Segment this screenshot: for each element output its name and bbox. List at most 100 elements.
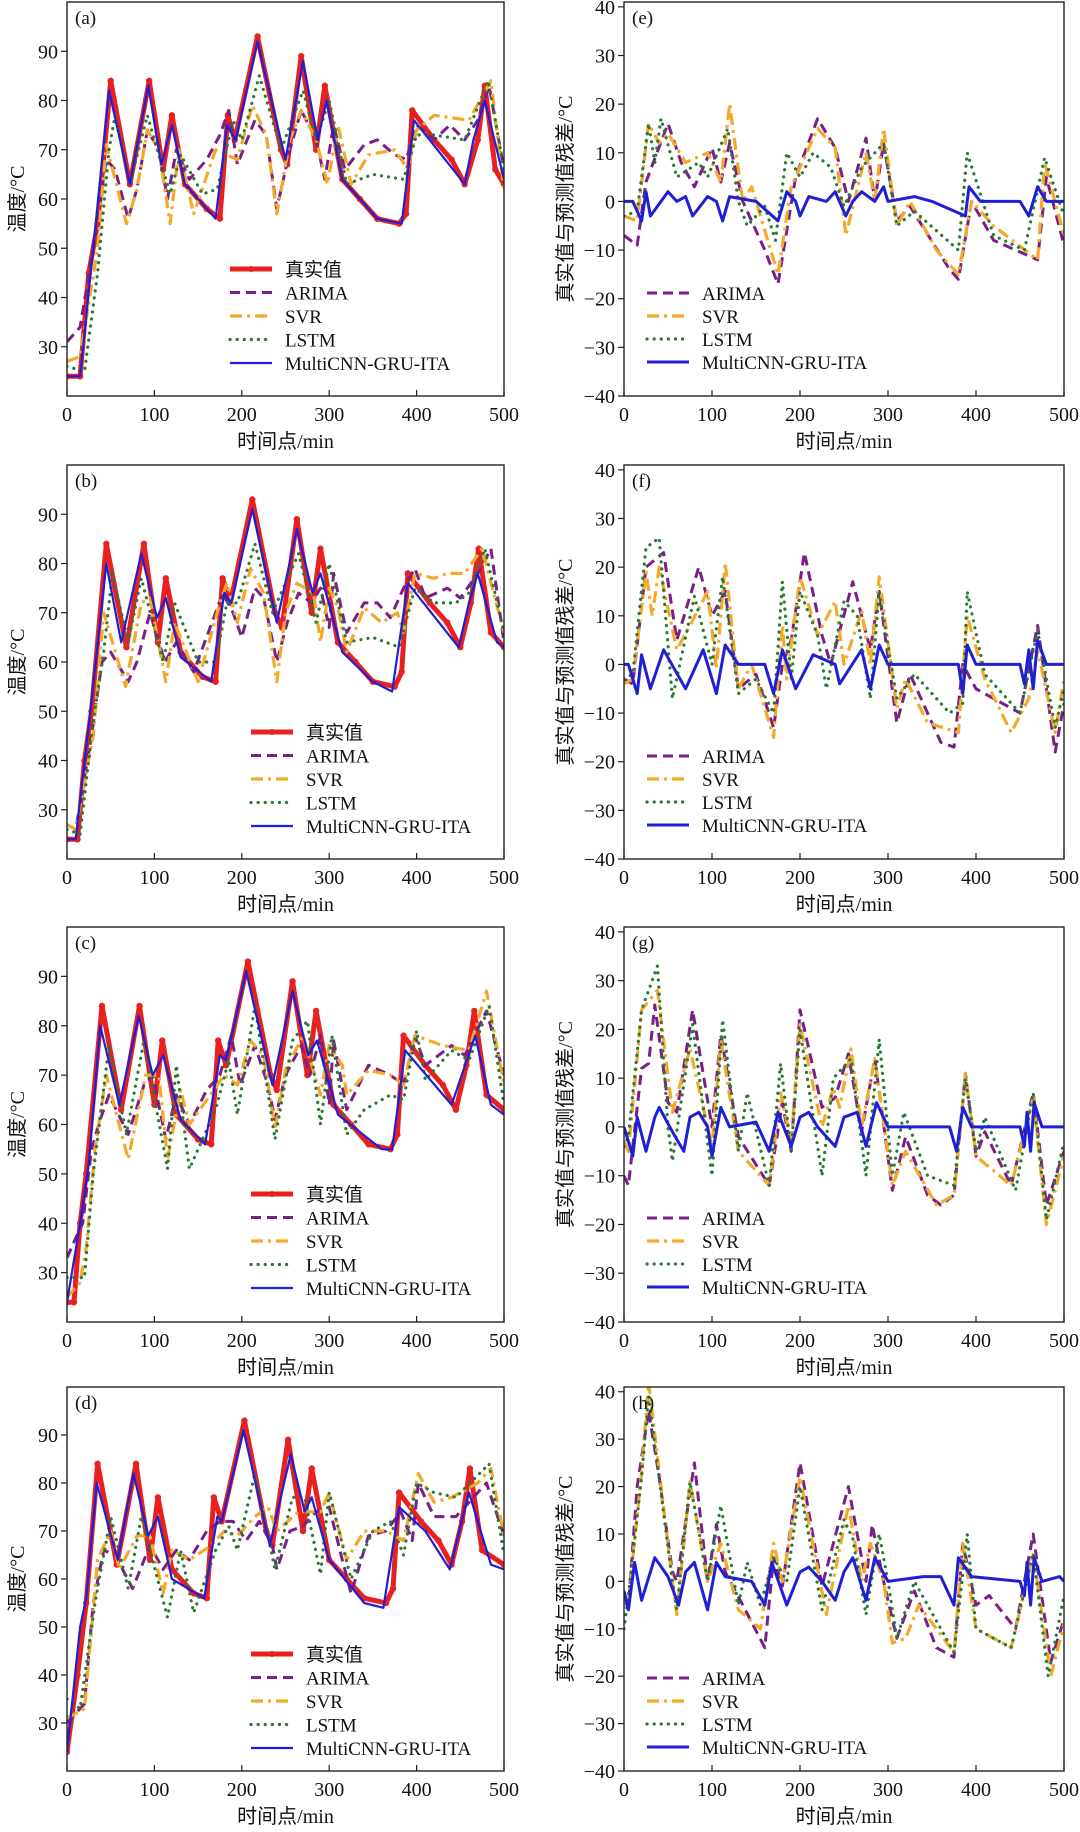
y-axis-label: 真实值与预测值残差/°C	[554, 96, 577, 303]
y-tick-label: 30	[38, 337, 58, 359]
x-tick-label: 500	[489, 1779, 519, 1801]
true-value-marker	[409, 107, 416, 114]
y-axis-label: 温度/°C	[6, 166, 29, 233]
x-tick-label: 300	[314, 867, 344, 889]
subplot-e: 0 100 200 300 400 500 −40 −30 −20 −10 0 10 20 30 40 (e)…	[554, 0, 1079, 453]
x-tick-label: 100	[139, 1779, 169, 1801]
y-tick-label: 30	[595, 971, 615, 993]
y-tick-label: 40	[38, 1665, 58, 1687]
true-value-marker	[216, 215, 224, 222]
x-tick-label: 0	[62, 404, 72, 426]
panel-label: (b)	[75, 471, 97, 492]
x-tick-label: 200	[227, 404, 257, 426]
true-value-marker	[400, 1032, 407, 1039]
y-tick-label: 0	[605, 654, 615, 676]
true-value-marker	[107, 77, 114, 85]
panel-label: (h)	[632, 1393, 654, 1414]
legend-label: MultiCNN-GRU-ITA	[702, 816, 868, 837]
legend-label: LSTM	[306, 1256, 357, 1277]
panel-label: (g)	[632, 933, 654, 954]
y-tick-label: −20	[584, 752, 615, 774]
series-line-MultiCNN-GRU-ITA	[67, 40, 504, 378]
subplot-a: 0 100 200 300 400 500 30 40 50 60 70 80 90 (a) 时间点/min…	[6, 1, 519, 453]
y-tick-label: −40	[584, 1312, 615, 1334]
series-line-SVR	[67, 989, 504, 1299]
true-value-marker	[140, 540, 148, 547]
x-tick-label: 200	[227, 1330, 257, 1352]
y-tick-label: 50	[38, 1164, 58, 1186]
y-tick-label: −20	[584, 1666, 615, 1688]
legend-label: LSTM	[306, 794, 357, 815]
true-value-marker	[435, 1537, 442, 1544]
y-tick-label: 0	[605, 1571, 615, 1593]
series-line-SVR	[624, 1387, 1064, 1678]
plot-frame	[623, 464, 1065, 860]
series-group	[624, 1387, 1064, 1678]
true-value-marker	[293, 515, 301, 523]
x-tick-label: 300	[314, 1779, 344, 1801]
x-tick-label: 400	[961, 1330, 991, 1352]
subplot-b: 0 100 200 300 400 500 30 40 50 60 70 80 90 (b) 时间点/min…	[6, 464, 519, 916]
y-tick-label: 10	[595, 143, 615, 165]
x-tick-label: 0	[619, 1779, 629, 1801]
series-line-MultiCNN-GRU-ITA	[624, 638, 1064, 696]
true-value-marker	[168, 112, 176, 119]
true-value-marker	[439, 1081, 447, 1089]
legend-label: MultiCNN-GRU-ITA	[306, 1739, 472, 1760]
true-value-marker	[312, 1007, 320, 1015]
y-tick-label: 40	[38, 1213, 58, 1235]
series-line-LSTM	[624, 1394, 1064, 1678]
y-tick-label: 40	[38, 751, 58, 773]
legend-label: LSTM	[702, 1255, 753, 1276]
y-tick-label: −10	[584, 1619, 615, 1641]
legend-label: LSTM	[702, 793, 753, 814]
series-line-SVR	[67, 547, 504, 832]
true-value-marker	[452, 1106, 460, 1113]
y-tick-label: 80	[38, 1473, 58, 1495]
y-tick-label: 10	[595, 606, 615, 628]
true-value-marker	[402, 210, 410, 217]
x-axis-label: 时间点/min	[237, 1805, 334, 1828]
series-group	[67, 958, 504, 1306]
x-tick-label: 100	[697, 1330, 727, 1352]
legend-label: SVR	[285, 307, 322, 328]
true-value-marker	[219, 575, 226, 582]
legend-label: MultiCNN-GRU-ITA	[702, 1278, 868, 1299]
true-value-marker	[487, 629, 495, 636]
y-tick-label: 50	[38, 701, 58, 723]
x-tick-label: 500	[1049, 1330, 1079, 1352]
subplot-g: 0 100 200 300 400 500 −40 −30 −20 −10 0 10 20 30 40 (g)…	[554, 922, 1079, 1379]
y-tick-label: 30	[38, 1713, 58, 1735]
y-tick-label: −40	[584, 849, 615, 871]
series-group	[67, 33, 504, 380]
y-tick-label: 20	[595, 1477, 615, 1499]
series-line-LSTM	[624, 536, 1064, 730]
y-tick-label: −20	[584, 1214, 615, 1236]
true-value-marker	[210, 1494, 218, 1501]
y-tick-label: 30	[38, 800, 58, 822]
series-line-ARIMA	[67, 1481, 504, 1725]
true-value-marker	[94, 1460, 101, 1468]
true-value-marker	[241, 1417, 248, 1424]
y-tick-label: −40	[584, 386, 615, 408]
y-tick-label: −20	[584, 289, 615, 311]
legend-label: SVR	[702, 1232, 739, 1253]
series-line-MultiCNN-GRU-ITA	[67, 970, 504, 1303]
y-tick-label: 60	[38, 1569, 58, 1591]
x-tick-label: 100	[139, 1330, 169, 1352]
x-axis-label: 时间点/min	[796, 1805, 893, 1828]
true-value-marker	[466, 1465, 474, 1472]
series-line-SVR	[624, 102, 1064, 276]
x-axis-label: 时间点/min	[237, 893, 334, 916]
series-line-MultiCNN-GRU-ITA	[624, 185, 1064, 223]
series-group	[624, 102, 1064, 286]
x-tick-label: 200	[785, 1330, 815, 1352]
y-tick-label: −30	[584, 337, 615, 359]
series-group	[624, 536, 1064, 754]
plot-frame	[623, 1, 1065, 397]
legend-label: SVR	[702, 1692, 739, 1713]
